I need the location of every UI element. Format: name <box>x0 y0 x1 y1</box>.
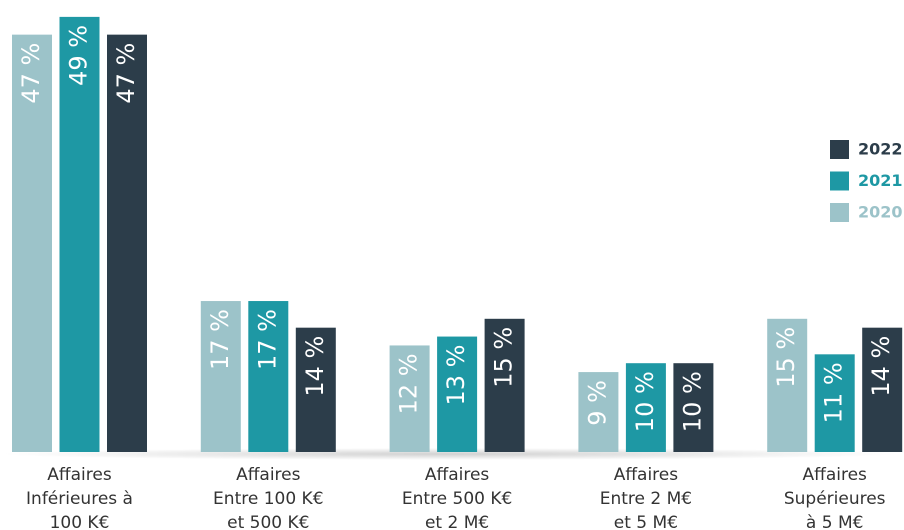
x-tick-label: Entre 2 M€ <box>600 489 692 509</box>
legend-swatch <box>830 140 849 159</box>
x-tick-label: Affaires <box>236 465 301 485</box>
bar <box>484 318 525 452</box>
bar <box>59 16 100 452</box>
bar <box>107 34 147 452</box>
value-label: 9 % <box>583 380 611 426</box>
value-label: 15 % <box>772 327 800 388</box>
x-tick-label: Affaires <box>47 465 112 485</box>
value-label: 10 % <box>678 371 706 432</box>
value-label: 47 % <box>112 43 140 104</box>
bar <box>389 345 430 452</box>
x-tick-label: Entre 500 K€ <box>402 489 512 509</box>
value-label: 47 % <box>17 43 45 104</box>
legend-swatch <box>830 203 849 222</box>
value-label: 17 % <box>206 309 234 370</box>
bar <box>862 327 903 452</box>
legend-label: 2021 <box>858 171 903 190</box>
value-label: 17 % <box>253 309 281 370</box>
value-label: 14 % <box>301 336 329 397</box>
x-tick-label: et 500 K€ <box>227 513 309 530</box>
bar <box>200 301 241 452</box>
bar <box>295 327 336 452</box>
x-tick-label: Inférieures à <box>26 489 133 509</box>
value-label: 12 % <box>395 353 423 414</box>
x-tick-label: Affaires <box>425 465 490 485</box>
value-label: 13 % <box>442 345 470 406</box>
x-tick-label: Affaires <box>802 465 867 485</box>
legend-label: 2022 <box>858 140 903 159</box>
value-label: 11 % <box>820 362 848 423</box>
x-tick-label: Affaires <box>614 465 679 485</box>
x-tick-label: 100 K€ <box>50 513 110 530</box>
value-label: 14 % <box>867 336 895 397</box>
bar <box>437 336 478 452</box>
bar <box>673 363 714 452</box>
x-tick-label: et 2 M€ <box>425 513 489 530</box>
bar <box>767 318 808 452</box>
bar <box>248 301 289 452</box>
bar <box>12 34 52 452</box>
x-tick-label: et 5 M€ <box>614 513 678 530</box>
x-tick-label: Supérieures <box>784 489 886 509</box>
bar <box>578 372 619 452</box>
value-label: 49 % <box>65 25 93 86</box>
legend-swatch <box>830 171 849 191</box>
x-tick-label: à 5 M€ <box>806 513 864 530</box>
value-label: 15 % <box>490 327 518 388</box>
value-label: 10 % <box>631 371 659 432</box>
bar <box>814 354 855 452</box>
x-tick-label: Entre 100 K€ <box>213 489 323 509</box>
legend-label: 2020 <box>858 203 903 222</box>
bar <box>625 363 666 452</box>
